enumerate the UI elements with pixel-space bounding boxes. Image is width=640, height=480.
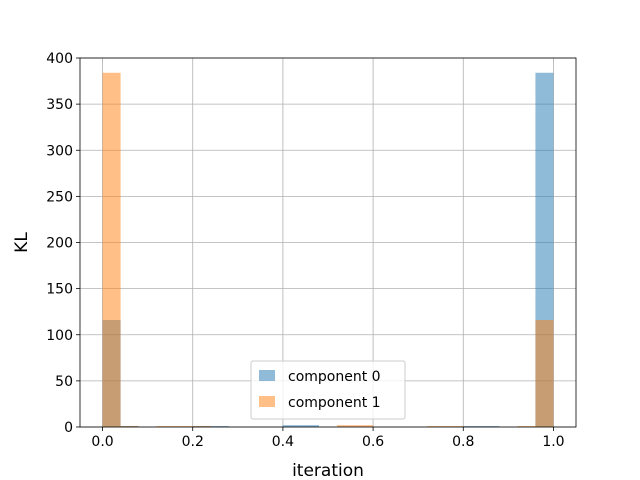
y-tick-label: 200 <box>46 236 73 252</box>
legend-box <box>250 360 406 420</box>
bar-component-0-bin-21 <box>481 426 500 427</box>
bar-component-1-bin-13 <box>337 425 356 427</box>
x-tick-label: 0.8 <box>452 434 474 450</box>
legend-label-component-1: component 1 <box>288 395 381 411</box>
y-tick-label: 50 <box>55 374 73 390</box>
ticks: 0.0 0.2 0.4 0.6 0.8 1.0 0 50 100 150 200 250 300 350 4… <box>46 51 564 450</box>
y-tick-label: 350 <box>46 97 73 113</box>
bar-component-0-bin-11 <box>300 425 319 427</box>
y-tick-label: 400 <box>46 51 73 67</box>
legend-swatch-component-1 <box>259 396 275 407</box>
y-tick-label: 150 <box>46 282 73 298</box>
legend: component 0 component 1 <box>250 360 406 420</box>
bar-component-1-bin-24 <box>535 319 554 427</box>
legend-swatch-component-0 <box>259 370 275 381</box>
bar-component-1-bin-23 <box>517 426 536 427</box>
y-tick-label: 0 <box>64 420 73 436</box>
x-tick-label: 0.0 <box>91 434 113 450</box>
legend-label-component-0: component 0 <box>288 369 381 385</box>
y-tick-label: 100 <box>46 328 73 344</box>
bar-component-1-bin-19 <box>445 426 464 427</box>
bar-component-0-bin-20 <box>463 426 482 427</box>
bar-component-1-bin-14 <box>355 425 374 427</box>
bar-component-1-bin-3 <box>156 426 175 427</box>
bar-component-1-bin-5 <box>192 426 211 427</box>
bar-component-0-bin-6 <box>210 426 229 427</box>
bar-component-1-bin-18 <box>427 426 446 427</box>
y-axis-label: KL <box>12 232 32 253</box>
bar-component-1-bin-1 <box>120 426 139 427</box>
x-tick-label: 0.6 <box>362 434 384 450</box>
y-tick-label: 250 <box>46 189 73 205</box>
bar-component-1-bin-0 <box>102 72 121 427</box>
bar-component-1-bin-4 <box>174 426 193 427</box>
bars <box>102 72 554 427</box>
x-axis-label: iteration <box>292 461 364 480</box>
x-tick-label: 0.4 <box>272 434 294 450</box>
x-tick-label: 1.0 <box>542 434 564 450</box>
bar-component-0-bin-10 <box>282 425 301 427</box>
x-tick-label: 0.2 <box>182 434 204 450</box>
y-tick-label: 300 <box>46 143 73 159</box>
